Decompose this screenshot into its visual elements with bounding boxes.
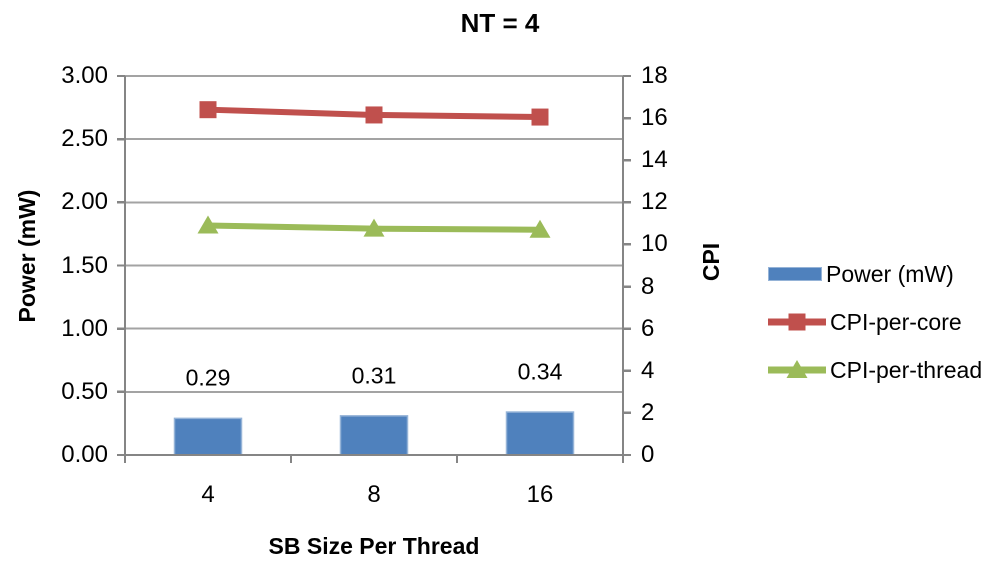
left-axis-tick-label: 1.00	[61, 314, 108, 342]
left-axis-tick-label: 2.00	[61, 188, 108, 216]
bar-data-label: 0.34	[517, 358, 563, 385]
legend-label: CPI-per-core	[830, 309, 962, 335]
legend-label: CPI-per-thread	[830, 357, 983, 383]
left-axis-tick-label: 0.50	[61, 377, 108, 405]
right-axis-tick-label: 10	[641, 230, 668, 258]
right-axis-tick-label: 0	[641, 441, 655, 468]
right-axis-tick-label: 16	[641, 104, 668, 132]
legend: Power (mW) CPI-per-core CPI-per-thread	[768, 261, 982, 383]
right-axis-tick-label: 18	[641, 62, 668, 89]
x-axis-title: SB Size Per Thread	[268, 533, 480, 559]
bar-power	[173, 417, 243, 456]
right-axis-tick-label: 12	[641, 188, 668, 216]
right-axis-tick-label: 8	[641, 272, 655, 300]
marker-square-cpi-per-core	[365, 106, 383, 124]
marker-triangle-cpi-per-thread	[363, 218, 385, 237]
legend-swatch-triangle-line	[768, 360, 826, 378]
legend-item-power-mw-: Power (mW)	[768, 261, 982, 287]
bar-data-label: 0.29	[185, 364, 231, 391]
marker-square-cpi-per-core	[531, 108, 549, 126]
right-axis-tick-label: 6	[641, 314, 655, 342]
marker-square-cpi-per-core	[199, 101, 217, 119]
left-axis-tick-label: 2.50	[61, 125, 108, 153]
right-axis-tick-label: 14	[641, 146, 668, 174]
left-axis-tick-label: 0.00	[61, 441, 108, 468]
right-axis-tick-label: 2	[641, 398, 655, 426]
marker-triangle-cpi-per-thread	[197, 215, 219, 234]
bar-power	[505, 411, 575, 456]
bar-data-label: 0.31	[351, 362, 397, 389]
legend-swatch-bar	[768, 267, 822, 281]
left-axis-tick-label: 3.00	[61, 62, 108, 89]
legend-item-cpi-per-core: CPI-per-core	[768, 309, 982, 335]
marker-triangle-cpi-per-thread	[529, 219, 551, 238]
x-axis-tick-label: 8	[367, 481, 381, 508]
chart-title: NT = 4	[460, 8, 540, 38]
legend-label: Power (mW)	[826, 261, 954, 287]
left-axis-tick-label: 1.50	[61, 251, 108, 279]
x-axis-tick-label: 16	[526, 481, 554, 508]
legend-item-cpi-per-thread: CPI-per-thread	[768, 357, 982, 383]
right-axis-tick-label: 4	[641, 356, 655, 384]
legend-swatch-square-line	[768, 313, 826, 331]
x-axis-tick-label: 4	[201, 481, 215, 508]
bar-power	[339, 415, 409, 456]
